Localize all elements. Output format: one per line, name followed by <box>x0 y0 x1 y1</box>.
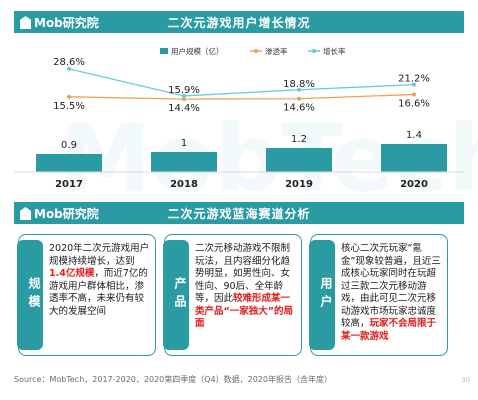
penetration-point <box>412 92 416 97</box>
mob-logo: Mob研究院 <box>20 14 99 31</box>
body-text: 核心二次元玩家“氪金”现象较普遍，且近三成核心玩家同时在玩超过三款二次元移动游戏… <box>341 243 441 329</box>
bar-2020 <box>381 144 447 172</box>
body-text: 2020年二次元游戏用户规模持续增长，达到 <box>49 243 150 267</box>
growth-point <box>67 66 71 71</box>
growth-line <box>68 68 415 97</box>
bar-2017 <box>36 154 102 172</box>
card-scale-label: 规模 <box>27 277 41 313</box>
highlight-text: 较难形成某一类产品“一家独大”的局面 <box>195 293 293 329</box>
growth-point <box>297 87 301 92</box>
section-title-blue-ocean: 二次元游戏蓝海赛道分析 <box>167 207 311 221</box>
bar-2018 <box>151 152 217 172</box>
penetration-line <box>68 93 415 100</box>
x-tick-label: 2019 <box>285 179 313 190</box>
mob-logo-text-2: Mob研究院 <box>34 207 99 221</box>
mob-logo-2: Mob研究院 <box>20 205 99 222</box>
penetration-label: 16.6% <box>398 98 430 109</box>
legend-swatch-0 <box>160 48 168 54</box>
card-product-text: 二次元移动游戏不限制玩法，且内容细分化趋势明显，如男性向、女性向、90后、全年龄… <box>195 243 296 331</box>
growth-label: 18.8% <box>283 79 315 90</box>
user-growth-chart: 用户规模（亿） 渗透率 增长率 0.9 1 1.2 1.4 2017 2018 2019 2020 2… <box>14 46 464 190</box>
section-title-user-growth: 二次元游戏用户增长情况 <box>167 16 311 30</box>
card-scale: 规模 2020年二次元游戏用户规模持续增长，达到1.4亿规模，而近7亿的游戏用户… <box>17 234 156 356</box>
bar-value-label: 0.9 <box>61 140 77 151</box>
x-tick-label: 2020 <box>400 179 428 190</box>
legend-marker-1 <box>254 49 258 53</box>
growth-point <box>182 93 186 98</box>
x-tick-label: 2018 <box>170 179 198 190</box>
penetration-label: 14.6% <box>283 103 315 114</box>
card-scale-tab: 规模 <box>17 240 43 350</box>
growth-point <box>412 82 416 87</box>
legend-label-0: 用户规模（亿） <box>171 46 224 56</box>
body-text: 二次元移动游戏不限制玩法，且内容细分化趋势明显，如男性向、女性向、90后、全年龄… <box>195 243 291 304</box>
card-user: 用户 核心二次元玩家“氪金”现象较普遍，且近三成核心玩家同时在玩超过三款二次元移… <box>309 234 448 356</box>
mob-logo-text: Mob研究院 <box>34 16 99 30</box>
highlight-text: 1.4亿规模 <box>49 268 95 279</box>
card-user-label: 用户 <box>319 277 333 313</box>
legend-label-2: 增长率 <box>323 46 346 56</box>
penetration-point <box>67 94 71 99</box>
bar-value-label: 1.2 <box>291 134 307 145</box>
card-user-text: 核心二次元玩家“氪金”现象较普遍，且近三成核心玩家同时在玩超过三款二次元移动游戏… <box>341 243 442 343</box>
card-product-tab: 产品 <box>163 240 189 350</box>
growth-label: 15.9% <box>168 85 200 96</box>
penetration-label: 14.4% <box>168 103 200 114</box>
x-tick-label: 2017 <box>55 179 83 190</box>
card-product-label: 产品 <box>173 277 187 313</box>
section-header-user-growth: Mob研究院 二次元游戏用户增长情况 <box>14 11 464 33</box>
mob-logo-icon <box>20 16 31 29</box>
legend-label-1: 渗透率 <box>265 46 288 56</box>
page-number: 30 <box>461 376 470 384</box>
growth-label: 28.6% <box>53 57 85 68</box>
penetration-point <box>182 97 186 102</box>
card-user-tab: 用户 <box>309 240 335 350</box>
bar-value-label: 1 <box>181 138 187 149</box>
penetration-label: 15.5% <box>53 101 85 112</box>
source-note: Source：MobTech，2017-2020，2020第四季度（Q4）数据，… <box>14 375 332 384</box>
growth-label: 21.2% <box>398 74 430 85</box>
penetration-point <box>297 96 301 101</box>
bar-2019 <box>266 148 332 172</box>
card-scale-text: 2020年二次元游戏用户规模持续增长，达到1.4亿规模，而近7亿的游戏用户群体相… <box>49 243 150 318</box>
mob-logo-icon-2 <box>20 207 31 220</box>
card-product: 产品 二次元移动游戏不限制玩法，且内容细分化趋势明显，如男性向、女性向、90后、… <box>163 234 302 356</box>
section-header-blue-ocean: Mob研究院 二次元游戏蓝海赛道分析 <box>14 202 464 224</box>
highlight-text: 玩家不会局限于某一款游戏 <box>341 318 437 342</box>
legend-marker-2 <box>312 49 316 53</box>
bar-value-label: 1.4 <box>406 130 422 141</box>
body-text: ，而近7亿的游戏用户群体相比，渗透率不高，未来仍有较大的发展空间 <box>49 268 148 317</box>
